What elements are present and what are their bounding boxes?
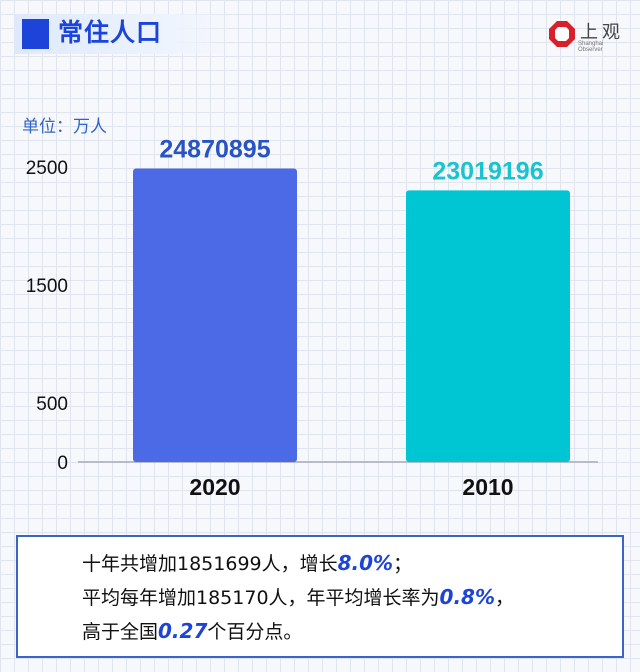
logo-icon — [549, 21, 575, 47]
summary-box: 十年共增加1851699人，增长8.0%； 平均每年增加185170人，年平均增… — [16, 535, 624, 658]
summary-line-2-text: 平均每年增加185170人，年平均增长率为 — [82, 587, 440, 609]
summary-line-2: 平均每年增加185170人，年平均增长率为0.8%， — [82, 583, 514, 610]
x-tick-label-2020: 2020 — [189, 474, 240, 500]
summary-line-1: 十年共增加1851699人，增长8.0%； — [82, 549, 412, 576]
logo-text: 上观 — [580, 22, 624, 43]
summary-line-3: 高于全国0.27个百分点。 — [82, 617, 302, 644]
summary-line-3-tail: 个百分点。 — [207, 621, 303, 643]
shanghai-observer-logo: 上观 Shanghai Observer — [544, 18, 624, 53]
y-tick-label: 0 — [57, 453, 68, 474]
data-label-2020: 24870895 — [159, 136, 270, 164]
header-bar — [14, 14, 240, 54]
y-tick-label: 2500 — [26, 158, 68, 179]
summary-line-2-tail: ， — [495, 587, 515, 609]
summary-line-1-highlight: 8.0% — [337, 551, 394, 575]
summary-line-2-highlight: 0.8% — [439, 585, 495, 609]
logo-subtext: Shanghai Observer — [578, 41, 604, 53]
summary-line-1-text: 十年共增加1851699人，增长 — [82, 553, 338, 575]
header-accent-mark — [22, 19, 49, 49]
bar-2010 — [406, 190, 570, 463]
unit-label: 单位：万人 — [22, 117, 107, 137]
y-tick-label: 1500 — [26, 276, 68, 297]
y-tick-label: 500 — [36, 394, 68, 415]
bar-chart: 0 500 1500 2500 24870895 2020 23019196 2010 — [26, 136, 598, 500]
summary-line-3-highlight: 0.27 — [158, 619, 208, 643]
summary-line-3-text: 高于全国 — [82, 621, 159, 643]
summary-line-1-tail: ； — [393, 553, 413, 575]
data-label-2010: 23019196 — [432, 157, 543, 185]
page-title: 常住人口 — [58, 18, 163, 47]
bar-2020 — [133, 168, 297, 462]
x-tick-label-2010: 2010 — [462, 474, 513, 500]
